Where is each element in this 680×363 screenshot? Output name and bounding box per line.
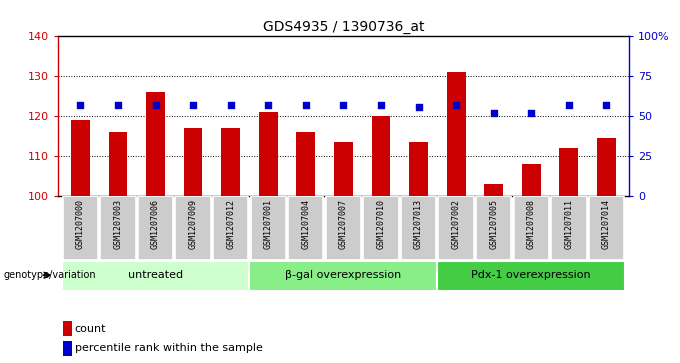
Bar <box>513 196 549 260</box>
Text: GSM1207005: GSM1207005 <box>489 199 498 249</box>
Title: GDS4935 / 1390736_at: GDS4935 / 1390736_at <box>262 20 424 34</box>
Bar <box>476 196 511 260</box>
Point <box>188 102 199 108</box>
Text: genotype/variation: genotype/variation <box>3 270 96 280</box>
Bar <box>371 116 390 196</box>
Point <box>564 102 575 108</box>
Point <box>375 102 386 108</box>
Bar <box>363 196 398 260</box>
Bar <box>146 92 165 196</box>
Bar <box>109 132 127 196</box>
Bar <box>138 196 173 260</box>
Bar <box>63 196 98 260</box>
Text: GSM1207011: GSM1207011 <box>564 199 573 249</box>
Bar <box>175 196 211 260</box>
Bar <box>326 196 361 260</box>
Text: GSM1207000: GSM1207000 <box>76 199 85 249</box>
Text: GSM1207010: GSM1207010 <box>377 199 386 249</box>
Bar <box>447 72 466 196</box>
Text: GSM1207006: GSM1207006 <box>151 199 160 249</box>
Bar <box>401 196 437 260</box>
Point <box>112 102 123 108</box>
Text: GSM1207013: GSM1207013 <box>414 199 423 249</box>
Bar <box>334 142 353 196</box>
Bar <box>522 164 541 196</box>
Point <box>601 102 612 108</box>
Text: GSM1207007: GSM1207007 <box>339 199 348 249</box>
Text: GSM1207012: GSM1207012 <box>226 199 235 249</box>
Point <box>526 110 537 116</box>
Point <box>262 102 273 108</box>
Point <box>150 102 161 108</box>
Bar <box>250 261 437 290</box>
Point <box>301 102 311 108</box>
Text: β-gal overexpression: β-gal overexpression <box>286 270 401 280</box>
Text: GSM1207003: GSM1207003 <box>114 199 122 249</box>
Point <box>451 102 462 108</box>
Text: GSM1207008: GSM1207008 <box>527 199 536 249</box>
Point <box>225 102 236 108</box>
Bar <box>221 128 240 196</box>
Bar <box>288 196 324 260</box>
Point <box>75 102 86 108</box>
Bar <box>560 148 578 196</box>
Bar <box>250 196 286 260</box>
Bar <box>71 120 90 196</box>
Bar <box>296 132 316 196</box>
Bar <box>100 196 135 260</box>
Bar <box>184 128 203 196</box>
Bar <box>484 184 503 196</box>
Bar <box>437 261 625 290</box>
Bar <box>597 138 616 196</box>
Bar <box>589 196 624 260</box>
Text: GSM1207002: GSM1207002 <box>452 199 460 249</box>
Bar <box>259 112 277 196</box>
Bar <box>62 261 250 290</box>
Point <box>488 110 499 116</box>
Text: GSM1207009: GSM1207009 <box>188 199 198 249</box>
Text: untreated: untreated <box>128 270 183 280</box>
Text: GSM1207001: GSM1207001 <box>264 199 273 249</box>
Bar <box>409 142 428 196</box>
Bar <box>213 196 248 260</box>
Point <box>413 104 424 110</box>
Bar <box>439 196 474 260</box>
Text: percentile rank within the sample: percentile rank within the sample <box>75 343 262 354</box>
Text: Pdx-1 overexpression: Pdx-1 overexpression <box>471 270 591 280</box>
Text: GSM1207004: GSM1207004 <box>301 199 310 249</box>
Text: GSM1207014: GSM1207014 <box>602 199 611 249</box>
Text: count: count <box>75 323 106 334</box>
Bar <box>551 196 587 260</box>
Point <box>338 102 349 108</box>
